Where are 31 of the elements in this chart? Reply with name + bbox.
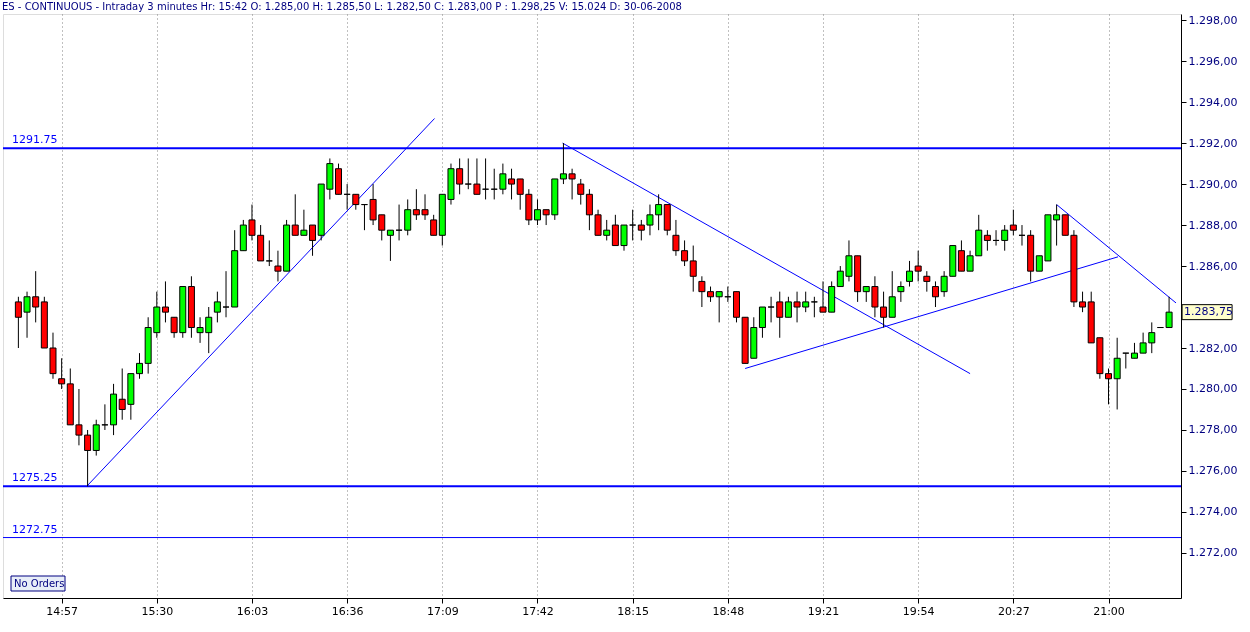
y-tick-label: 1.278,00	[1188, 423, 1238, 437]
x-tick-label: 15:30	[141, 604, 174, 618]
ref-line-label: 1291.75	[12, 133, 58, 147]
x-tick-label: 19:54	[902, 604, 935, 618]
y-tick-label: 1.294,00	[1188, 95, 1238, 109]
annotation: No Orders	[14, 577, 65, 589]
y-tick-label: 1.274,00	[1188, 505, 1238, 519]
x-tick-label: 21:00	[1093, 604, 1125, 618]
ref-line-label: 1272.75	[12, 522, 58, 536]
y-tick-label: 1.288,00	[1188, 218, 1238, 232]
x-tick-label: 17:42	[522, 604, 554, 618]
y-tick-label: 1.272,00	[1188, 546, 1238, 560]
y-tick-label: 1.276,00	[1188, 464, 1238, 478]
y-tick-label: 1.282,00	[1188, 341, 1238, 355]
chart-title: ES - CONTINUOUS - Intraday 3 minutes Hr: 15:42 O: 1.285,00 H: 1.285,50 L: 1.282,50 C: 1.283,00 P : 1.298,25 V: 15.024 D: 30-06-2008	[2, 1, 682, 12]
ref-line-label: 1275.25	[12, 471, 58, 485]
x-tick-label: 18:15	[617, 604, 650, 618]
x-tick-label: 17:09	[426, 604, 459, 618]
y-tick-label: 1.296,00	[1188, 54, 1238, 68]
x-tick-label: 14:57	[46, 604, 78, 618]
x-tick-label: 20:27	[997, 604, 1030, 618]
x-tick-label: 16:03	[236, 604, 269, 618]
annotation: 1.283,75	[1184, 305, 1234, 319]
y-tick-label: 1.286,00	[1188, 259, 1238, 273]
y-tick-label: 1.290,00	[1188, 177, 1238, 191]
x-tick-label: 16:36	[331, 604, 364, 618]
x-tick-label: 18:48	[712, 604, 745, 618]
x-tick-label: 19:21	[807, 604, 840, 618]
y-tick-label: 1.298,00	[1188, 13, 1238, 27]
y-tick-label: 1.292,00	[1188, 136, 1238, 150]
y-tick-label: 1.280,00	[1188, 382, 1238, 396]
